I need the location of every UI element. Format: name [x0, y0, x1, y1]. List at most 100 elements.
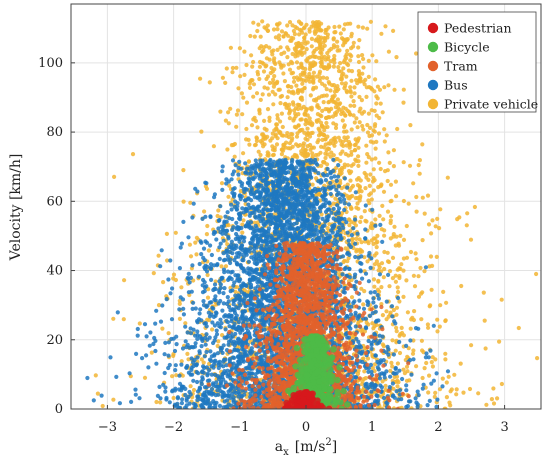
data-point [374, 259, 379, 264]
data-point [363, 77, 368, 82]
data-point [201, 360, 206, 365]
data-point [401, 237, 407, 242]
data-point [535, 356, 540, 361]
data-point [408, 326, 413, 331]
data-point [308, 119, 313, 124]
data-point [381, 275, 386, 280]
data-point [382, 233, 387, 238]
data-point [346, 68, 351, 73]
data-point [170, 286, 175, 291]
data-point [411, 338, 416, 343]
data-point [348, 88, 353, 93]
data-point [338, 138, 343, 143]
data-point [230, 65, 235, 71]
data-point [393, 273, 398, 278]
data-point [369, 346, 374, 351]
data-point [225, 147, 230, 152]
data-point [516, 325, 521, 331]
data-point [260, 92, 265, 97]
data-point [202, 354, 207, 359]
data-point [220, 164, 225, 169]
data-point [395, 285, 400, 290]
data-point [257, 76, 262, 82]
data-point [304, 47, 309, 52]
data-point [300, 89, 305, 94]
data-point [286, 134, 291, 140]
data-point [379, 261, 385, 266]
data-point [337, 24, 342, 29]
data-point [232, 154, 237, 159]
data-point [274, 122, 279, 127]
data-points [85, 19, 540, 409]
data-point [392, 374, 397, 380]
data-point [207, 378, 212, 383]
data-point [454, 387, 459, 392]
data-point [374, 101, 379, 106]
data-point [356, 159, 361, 164]
data-point [376, 279, 381, 284]
data-point [296, 112, 301, 117]
data-point [445, 175, 450, 180]
data-point [292, 31, 297, 37]
data-point [310, 154, 315, 159]
data-point [381, 217, 386, 222]
data-point [351, 226, 356, 231]
data-point [376, 131, 382, 136]
data-point [237, 46, 242, 51]
data-point [420, 142, 425, 147]
data-point [287, 67, 293, 72]
data-point [275, 47, 280, 53]
data-point [179, 285, 184, 290]
data-point [236, 86, 241, 91]
data-point [349, 152, 354, 157]
data-point [306, 76, 311, 81]
data-point [241, 151, 246, 156]
data-point [324, 87, 329, 92]
data-point [383, 383, 388, 388]
data-point [420, 375, 425, 381]
data-point [380, 110, 385, 115]
data-point [165, 258, 170, 263]
data-point [255, 125, 260, 130]
data-point [338, 101, 343, 106]
data-point [356, 255, 361, 260]
data-point [171, 395, 176, 401]
data-point [401, 198, 406, 204]
data-point [292, 116, 297, 121]
data-point [271, 84, 276, 89]
data-point [357, 94, 362, 100]
data-point [166, 331, 171, 336]
data-point [365, 259, 370, 264]
data-point [379, 227, 384, 232]
data-point [455, 217, 460, 222]
data-point [301, 104, 306, 109]
data-point [409, 406, 414, 409]
data-point [196, 274, 201, 279]
data-point [320, 132, 325, 137]
data-point [372, 178, 377, 183]
data-point [311, 50, 316, 55]
data-point [324, 27, 329, 33]
data-point [396, 241, 401, 246]
data-point [272, 145, 277, 150]
data-point [352, 148, 358, 153]
data-point [314, 74, 320, 79]
data-point [193, 186, 198, 191]
data-point [373, 77, 378, 82]
data-point [314, 46, 319, 52]
data-point [322, 66, 327, 71]
data-point [206, 248, 211, 253]
data-point [347, 223, 352, 228]
data-point [249, 123, 255, 128]
data-point [338, 31, 343, 36]
data-point [248, 241, 253, 246]
data-point [393, 348, 398, 353]
data-point [491, 401, 497, 406]
data-point [348, 58, 353, 63]
data-point [391, 28, 396, 33]
data-point [328, 191, 333, 197]
data-point [255, 72, 261, 77]
data-point [422, 366, 427, 371]
data-point [401, 268, 406, 273]
data-point [454, 392, 459, 397]
